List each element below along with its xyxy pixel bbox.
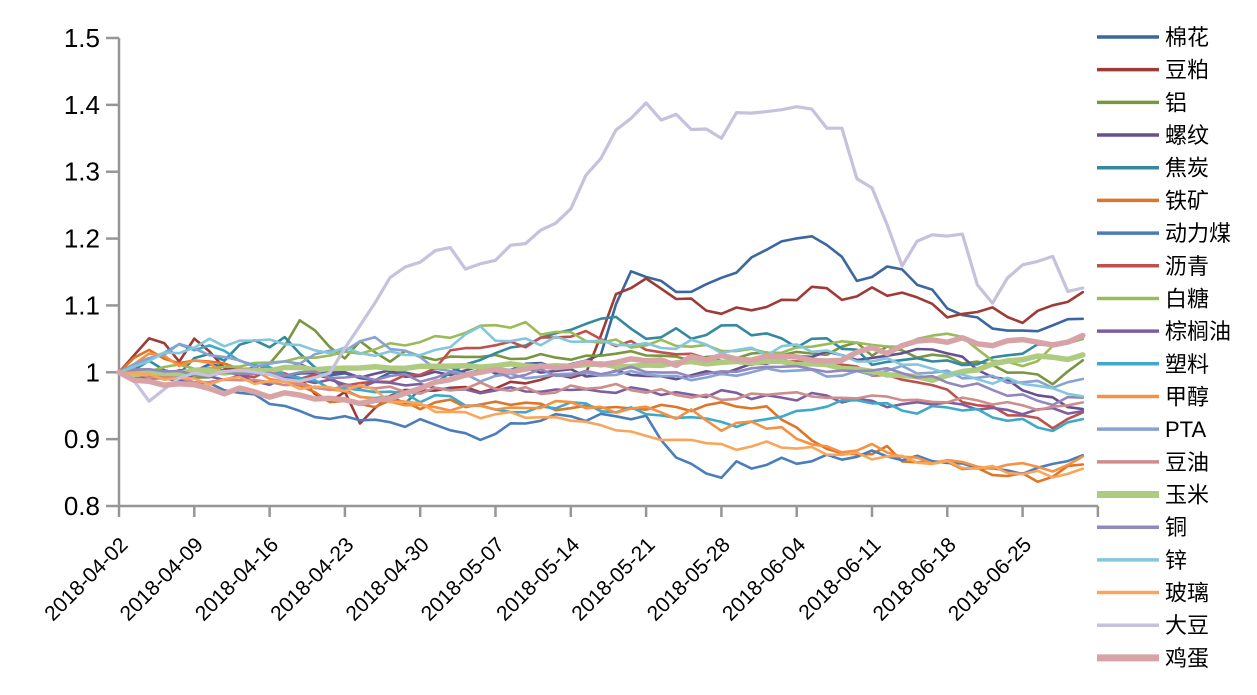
legend-label: 豆粕 [1165,58,1209,83]
y-axis-tick-label: 1.3 [64,157,100,187]
legend-label: 锌 [1165,548,1187,573]
series-line-焦炭 [117,315,1085,405]
legend-item-玻璃: 玻璃 [1097,581,1209,606]
legend-item-塑料: 塑料 [1097,352,1209,377]
y-axis-tick-label: 1 [86,357,100,387]
legend-item-动力煤: 动力煤 [1097,221,1231,246]
series-line-鸡蛋 [116,332,1086,407]
legend-item-玉米: 玉米 [1097,483,1209,508]
series-line-铜 [117,364,1085,407]
legend-item-棕榈油: 棕榈油 [1097,319,1231,344]
legend-item-棉花: 棉花 [1097,25,1209,50]
plot-area [116,101,1086,484]
y-axis-tick-label: 1.5 [64,23,100,53]
series-line-动力煤 [117,370,1085,480]
y-axis-tick-label: 0.9 [64,424,100,454]
axes: 1.51.41.31.21.110.90.82018-04-022018-04-… [40,23,1100,625]
legend-item-大豆: 大豆 [1097,613,1209,638]
legend-item-铁矿: 铁矿 [1097,188,1209,213]
y-axis-tick-label: 1.2 [64,224,100,254]
legend-item-豆油: 豆油 [1097,450,1209,475]
legend-label: 铝 [1165,90,1187,115]
legend-item-豆粕: 豆粕 [1097,58,1209,83]
series-line-豆油 [117,370,1085,412]
legend-label: 大豆 [1165,613,1209,638]
series-line-塑料 [117,342,1085,433]
legend-label: 甲醇 [1165,384,1209,409]
legend-item-焦炭: 焦炭 [1097,156,1209,181]
series-line-锌 [117,324,1085,398]
y-axis-tick-label: 1.4 [64,90,100,120]
legend-label: 豆油 [1165,450,1209,475]
legend-item-PTA: PTA [1097,417,1206,442]
legend-label: PTA [1165,417,1206,442]
legend-label: 沥青 [1165,254,1209,279]
legend-item-甲醇: 甲醇 [1097,384,1209,409]
legend-label: 棕榈油 [1165,319,1231,344]
series-line-玻璃 [117,370,1085,479]
legend-item-白糖: 白糖 [1097,286,1209,311]
legend-item-鸡蛋: 鸡蛋 [1097,646,1209,671]
legend-label: 螺纹 [1165,123,1209,148]
legend-label: 鸡蛋 [1165,646,1209,671]
legend-item-沥青: 沥青 [1097,254,1209,279]
series-line-大豆 [117,101,1085,403]
legend-item-铜: 铜 [1097,515,1187,540]
legend-item-螺纹: 螺纹 [1097,123,1209,148]
legend-label: 玻璃 [1165,581,1209,606]
series-line-铝 [117,318,1085,386]
legend-label: 焦炭 [1165,156,1209,181]
legend-label: 棉花 [1165,25,1209,50]
legend-label: 白糖 [1165,286,1209,311]
y-axis-tick-label: 1.1 [64,290,100,320]
legend-item-铝: 铝 [1097,90,1187,115]
y-axis-tick-label: 0.8 [64,491,100,521]
legend-label: 塑料 [1165,352,1209,377]
legend-item-锌: 锌 [1097,548,1187,573]
legend-label: 铜 [1165,515,1187,540]
series-line-PTA [117,335,1085,390]
legend-label: 铁矿 [1165,188,1209,213]
legend-label: 动力煤 [1165,221,1231,246]
legend-label: 玉米 [1165,483,1209,508]
